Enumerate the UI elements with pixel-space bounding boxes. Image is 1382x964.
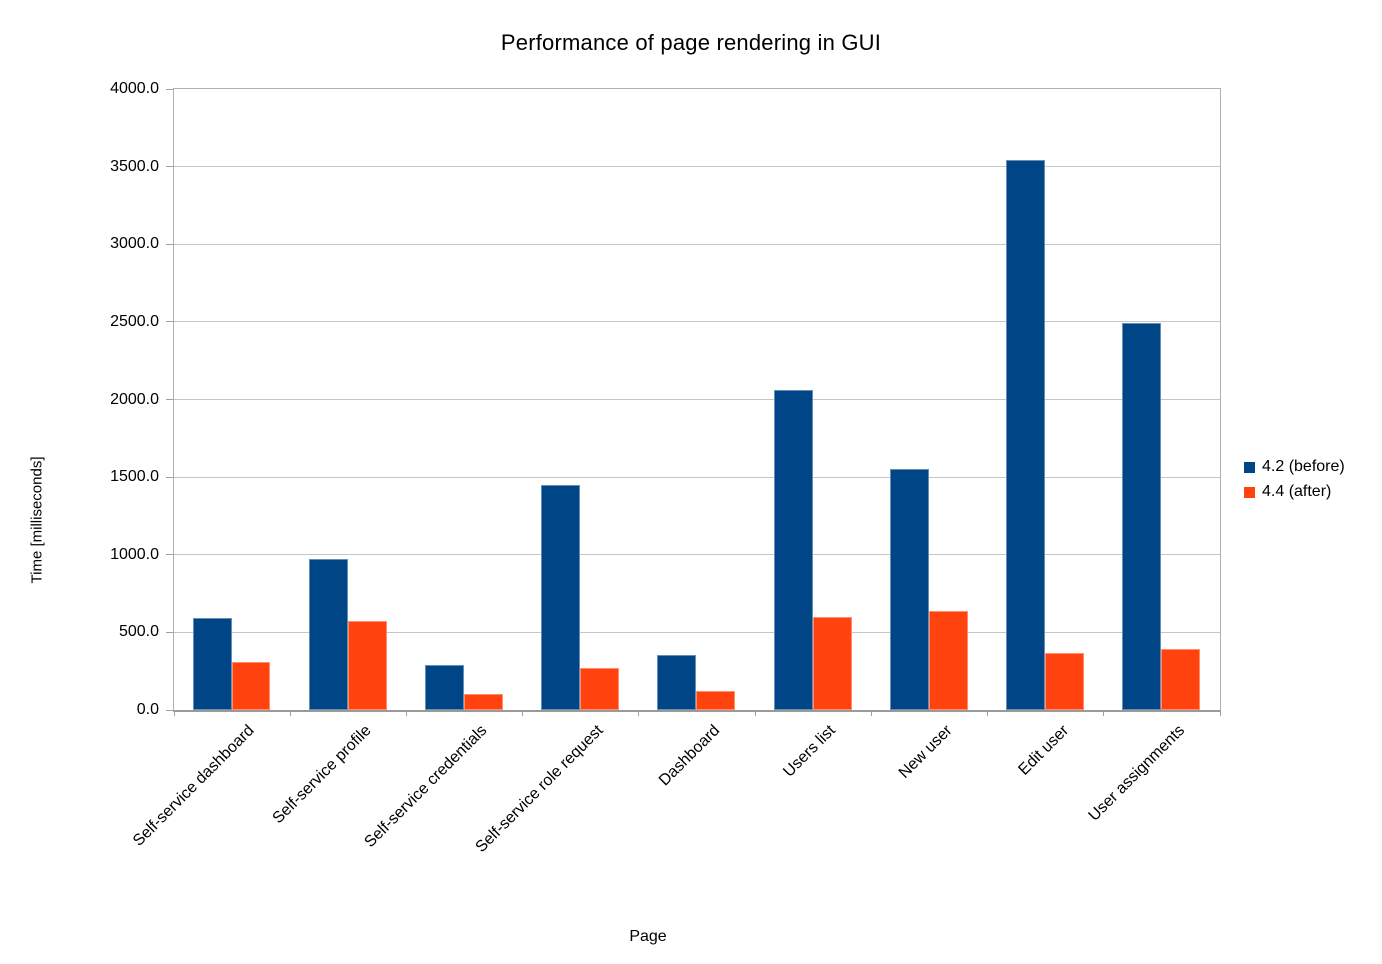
- legend-entry-before: 4.2 (before): [1244, 458, 1345, 476]
- x-category-label: Users list: [780, 722, 840, 781]
- x-axis-tick: [870, 710, 872, 716]
- gridline: [174, 321, 1220, 323]
- x-axis-tick: [638, 710, 640, 716]
- x-category-label: Self-service role request: [472, 722, 607, 857]
- x-axis-tick: [173, 710, 175, 716]
- x-category-label: Dashboard: [655, 722, 724, 790]
- bar-after: [580, 668, 620, 710]
- y-tick-label: 1000.0: [110, 545, 159, 563]
- legend-entry-after: 4.4 (after): [1244, 483, 1345, 501]
- x-category-label: New user: [895, 722, 956, 782]
- legend-marker-after-icon: [1244, 486, 1255, 498]
- legend-label-before: 4.2 (before): [1262, 458, 1345, 475]
- y-tick-label: 2500.0: [110, 312, 159, 330]
- bar-after: [347, 620, 387, 710]
- gridline: [174, 166, 1220, 168]
- y-tick-label: 500.0: [118, 623, 159, 641]
- x-axis-tick: [405, 710, 407, 716]
- bar-after: [928, 611, 968, 710]
- y-axis-tick: [166, 631, 173, 633]
- bar-after: [1161, 648, 1201, 710]
- x-axis-tick: [1103, 710, 1105, 716]
- bar-after: [463, 693, 503, 710]
- bar-before: [657, 654, 697, 710]
- y-tick-label: 4000.0: [110, 80, 159, 97]
- x-axis-title: Page: [629, 928, 667, 945]
- gridline: [174, 631, 1220, 633]
- x-axis-tick: [754, 710, 756, 716]
- y-axis-tick: [166, 399, 173, 400]
- bar-before: [889, 468, 929, 710]
- x-category-label: User assignments: [1085, 722, 1188, 825]
- bar-after: [1045, 652, 1084, 710]
- x-category-label: Self-service credentials: [361, 722, 491, 851]
- bar-before: [192, 618, 232, 710]
- y-axis-tick: [166, 321, 173, 323]
- bar-before: [1122, 323, 1162, 710]
- x-category-label: Self-service profile: [269, 722, 375, 828]
- legend-label-after: 4.4 (after): [1262, 483, 1332, 500]
- y-axis-tick: [166, 88, 173, 90]
- x-axis-tick: [987, 710, 989, 716]
- gridline: [174, 554, 1220, 556]
- x-axis-tick: [522, 710, 524, 716]
- y-tick-label: 2000.0: [110, 390, 159, 408]
- y-tick-label: 0.0: [136, 701, 159, 718]
- y-tick-label: 3500.0: [110, 157, 159, 175]
- x-category-label: Self-service dashboard: [130, 722, 259, 850]
- plot-area: 0.0 500.0 1000.0 1500.0 2000.0 2500.0 3000.0 35…: [110, 80, 1221, 856]
- y-axis-tick: [166, 709, 173, 711]
- y-axis-tick: [166, 554, 173, 556]
- y-axis-title: Time [milliseconds]: [28, 456, 46, 584]
- bar-before: [1006, 160, 1046, 710]
- chart-title: Performance of page rendering in GUI: [500, 30, 882, 55]
- bar-before: [773, 390, 813, 710]
- bar-after: [812, 616, 852, 710]
- gridline: [174, 243, 1220, 245]
- legend-marker-before-icon: [1244, 461, 1255, 473]
- y-axis-tick: [166, 476, 173, 478]
- x-axis-tick: [289, 710, 291, 716]
- x-category-label: Edit user: [1015, 722, 1072, 779]
- y-tick-label: 3000.0: [110, 235, 159, 253]
- y-axis-tick: [166, 166, 173, 168]
- bar-before: [308, 559, 348, 710]
- legend: 4.2 (before) 4.4 (after): [1244, 458, 1345, 501]
- gridline: [174, 399, 1220, 400]
- y-tick-label: 1500.0: [110, 468, 159, 486]
- bar-before: [541, 484, 581, 710]
- bar-after: [231, 661, 271, 710]
- bar-before: [425, 664, 464, 710]
- bar-after: [696, 691, 736, 710]
- y-axis-tick: [166, 243, 173, 245]
- gridline: [174, 476, 1220, 478]
- x-axis-tick: [1219, 710, 1221, 716]
